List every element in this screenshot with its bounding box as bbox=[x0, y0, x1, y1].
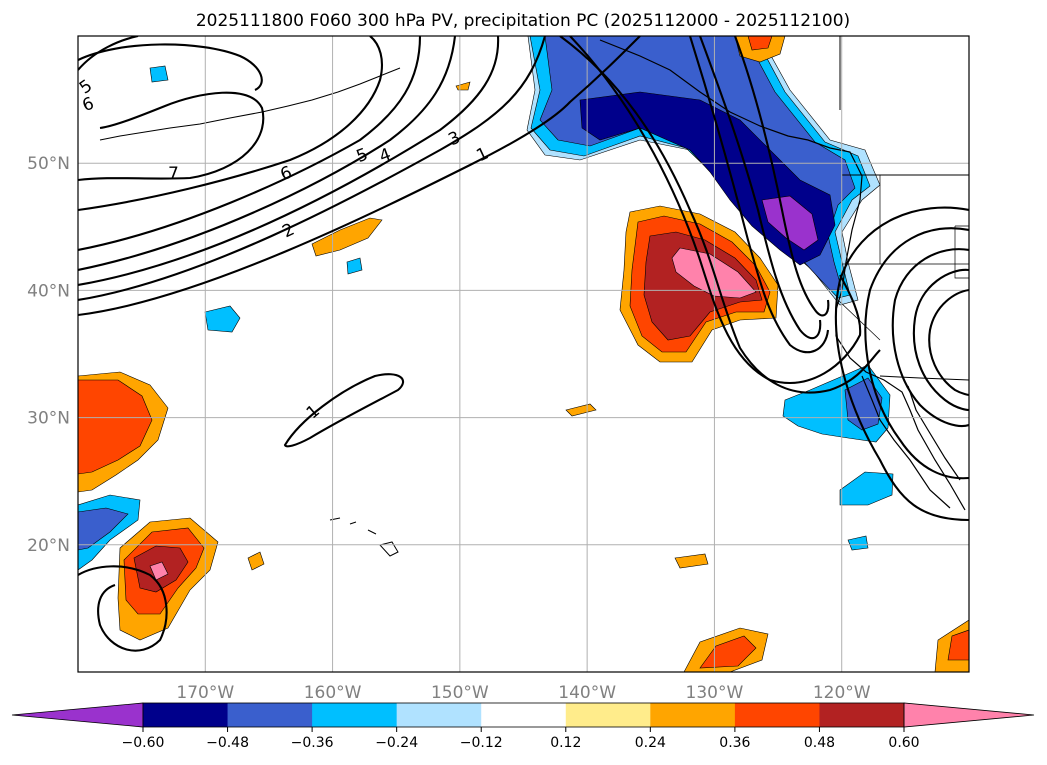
pv-contour-3 bbox=[78, 36, 500, 287]
pv-contour-1-south bbox=[78, 565, 168, 652]
precip-positive-small-2 bbox=[311, 217, 383, 257]
precip-positive-small-3 bbox=[565, 403, 597, 417]
colorbar-segment bbox=[143, 703, 229, 727]
pv-contour-5 bbox=[78, 36, 422, 252]
colorbar-segment bbox=[565, 703, 651, 727]
pv-contour-1-north bbox=[78, 36, 641, 317]
pv-contour-trough-outer bbox=[569, 36, 862, 384]
precip-positive-small-1 bbox=[247, 551, 265, 571]
precip-negative-small-5 bbox=[149, 65, 169, 83]
colorbar-tick-label: 0.12 bbox=[550, 735, 581, 751]
precip-negative-pnw-5 bbox=[761, 195, 819, 251]
colorbar bbox=[11, 702, 1035, 728]
coast-north-america bbox=[599, 39, 966, 511]
pv-contour-1-trough bbox=[559, 36, 881, 394]
colorbar-tick-labels: −0.60 −0.48 −0.36 −0.24 −0.12 0.12 0.24 0.36 0.4… bbox=[122, 727, 920, 751]
colorbar-segment bbox=[227, 703, 313, 727]
precip-negative-socal-2 bbox=[844, 377, 883, 431]
contour-label-7: 7 bbox=[168, 164, 179, 184]
colorbar-extend-max bbox=[903, 702, 1035, 728]
pv-contour-low-ring-2 bbox=[912, 268, 969, 412]
lon-tick-label: 160°W bbox=[304, 683, 362, 703]
colorbar-tick-label: −0.48 bbox=[206, 735, 249, 751]
map-grid bbox=[78, 36, 969, 672]
chart-title: 2025111800 F060 300 hPa PV, precipitatio… bbox=[196, 11, 850, 31]
precip-negative-southwest-2 bbox=[78, 507, 129, 551]
colorbar-segment bbox=[396, 703, 482, 727]
pv-contour-trough-inner-2 bbox=[734, 36, 830, 317]
precip-pc-fill bbox=[78, 36, 969, 672]
colorbar-outline bbox=[142, 702, 905, 728]
pv-contour-low-ring-5 bbox=[834, 206, 969, 522]
colorbar-segment bbox=[650, 703, 736, 727]
precip-negative-small-3 bbox=[204, 305, 241, 333]
colorbar-tick-label: −0.36 bbox=[291, 735, 334, 751]
precip-negative-small-2 bbox=[847, 535, 869, 551]
lon-tick-label: 120°W bbox=[813, 683, 871, 703]
lat-tick-label: 30°N bbox=[27, 409, 70, 429]
colorbar-extend-min bbox=[11, 702, 144, 728]
colorbar-tick-label: −0.60 bbox=[122, 735, 165, 751]
pv-contour-7 bbox=[78, 91, 265, 182]
longitude-tick-labels: 170°W 160°W 150°W 140°W 130°W 120°W bbox=[176, 683, 870, 703]
border-states bbox=[837, 175, 969, 341]
pv-contour-low-ring-3 bbox=[928, 288, 969, 397]
pv-contour-1-subtropic bbox=[283, 373, 405, 448]
precip-positive-south-175w-4 bbox=[149, 561, 169, 581]
pv-contour-4 bbox=[78, 36, 457, 272]
colorbar-tick-label: 0.36 bbox=[719, 735, 750, 751]
colorbar-segment bbox=[481, 703, 567, 727]
map-frame bbox=[77, 35, 970, 673]
pv-contour-low-ring-1 bbox=[891, 248, 969, 428]
pv-contour-5-small bbox=[78, 36, 139, 71]
coastlines bbox=[99, 36, 969, 557]
pv-contour-trough-inner-3 bbox=[688, 36, 830, 354]
colorbar-tick-label: 0.60 bbox=[888, 735, 919, 751]
lon-tick-label: 130°W bbox=[686, 683, 744, 703]
map-area: 1 2 3 4 5 6 7 6 1 5 bbox=[78, 36, 969, 672]
pv-contour-low-ring-4 bbox=[864, 227, 969, 480]
colorbar-tick-label: 0.24 bbox=[635, 735, 666, 751]
hawaii-islands bbox=[329, 517, 399, 557]
precip-negative-small-1 bbox=[839, 471, 894, 506]
pv-contour-2 bbox=[78, 36, 547, 302]
pv-contours bbox=[78, 36, 969, 652]
colorbar-tick-label: −0.24 bbox=[375, 735, 418, 751]
lon-tick-label: 150°W bbox=[431, 683, 489, 703]
precip-positive-se-corner-2 bbox=[947, 629, 969, 661]
precip-positive-top-125w-2 bbox=[747, 36, 773, 51]
pv-contour-6-small bbox=[78, 43, 263, 91]
precip-positive-small-4 bbox=[674, 553, 709, 569]
coast-gulf-california bbox=[907, 385, 961, 481]
colorbar-segment bbox=[312, 703, 398, 727]
pv-contour-6 bbox=[78, 36, 384, 212]
lat-tick-label: 40°N bbox=[27, 281, 70, 301]
lat-tick-label: 20°N bbox=[27, 536, 70, 556]
precip-negative-small-4 bbox=[346, 257, 363, 275]
colorbar-segment bbox=[819, 703, 905, 727]
coast-baja bbox=[861, 375, 951, 509]
latitude-tick-labels: 50°N 40°N 30°N 20°N bbox=[27, 154, 70, 556]
colorbar-tick-label: −0.12 bbox=[460, 735, 503, 751]
colorbar-tick-label: 0.48 bbox=[804, 735, 835, 751]
pv-contour-trough-inner-1 bbox=[699, 36, 822, 340]
lon-tick-label: 170°W bbox=[176, 683, 234, 703]
border-us-mexico bbox=[879, 375, 969, 381]
colorbar-segment bbox=[734, 703, 820, 727]
precip-positive-west-30n-2 bbox=[78, 379, 153, 475]
lat-tick-label: 50°N bbox=[27, 154, 70, 174]
lon-tick-label: 140°W bbox=[558, 683, 616, 703]
